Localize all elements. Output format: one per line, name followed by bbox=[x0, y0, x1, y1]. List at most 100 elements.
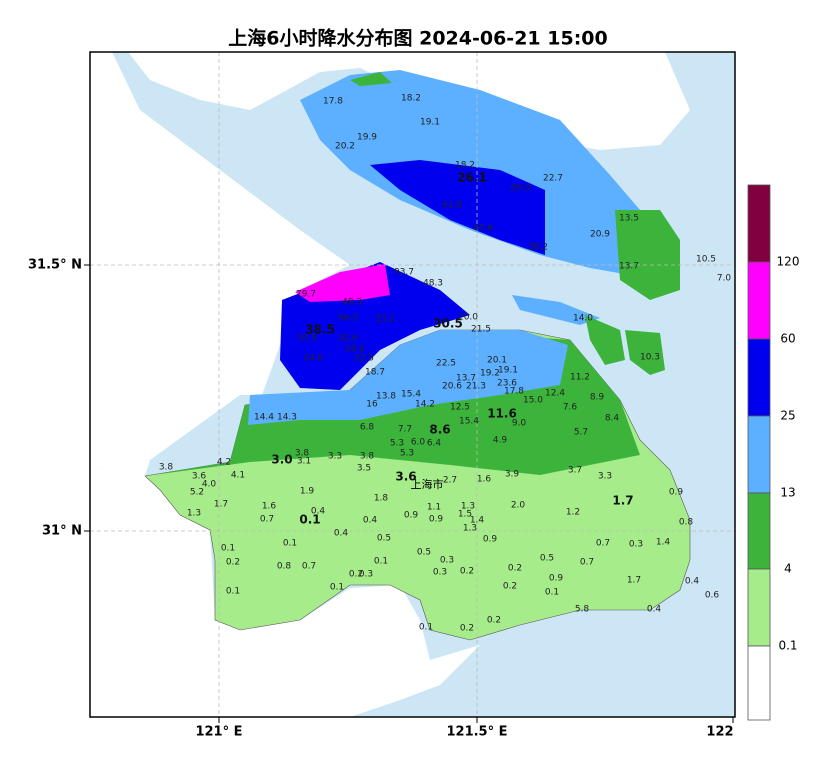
lon-label: 121.5° E bbox=[446, 725, 507, 740]
station-value: 18.2 bbox=[455, 161, 475, 171]
station-value: 10.3 bbox=[640, 353, 660, 363]
station-value: 5.3 bbox=[400, 449, 414, 459]
station-value: 1.7 bbox=[627, 576, 641, 586]
station-value: 3.3 bbox=[328, 452, 342, 462]
station-value: 11.2 bbox=[570, 373, 590, 383]
station-value: 1.3 bbox=[463, 524, 477, 534]
south-land bbox=[90, 460, 480, 717]
station-value: 14.4 bbox=[254, 413, 274, 423]
station-value: 23.6 bbox=[497, 379, 517, 389]
station-value: 29.0 bbox=[345, 345, 365, 355]
station-value: 1.2 bbox=[566, 508, 580, 518]
lon-label: 121° E bbox=[195, 725, 242, 740]
station-value: 2.0 bbox=[511, 501, 526, 511]
station-value: 10.5 bbox=[696, 255, 716, 265]
chongming-4-13 bbox=[350, 72, 392, 86]
station-value: 0.5 bbox=[377, 534, 391, 544]
station-value: 0.9 bbox=[483, 535, 498, 545]
station-value: 20.0 bbox=[458, 313, 478, 323]
station-value: 0.1 bbox=[226, 587, 240, 597]
hengsha-island bbox=[585, 315, 625, 365]
station-value: 7.0 bbox=[717, 274, 732, 284]
station-value: 3.6 bbox=[395, 470, 416, 484]
station-value: 47.6 bbox=[473, 224, 493, 234]
station-value: 1.6 bbox=[477, 475, 492, 485]
chongming-east-4-13 bbox=[615, 210, 680, 300]
chongming-25-60 bbox=[370, 160, 545, 255]
station-value: 19.1 bbox=[498, 366, 518, 376]
ticks bbox=[84, 264, 734, 723]
west-land bbox=[90, 52, 350, 470]
station-value: 41.8 bbox=[442, 201, 462, 211]
station-value: 38.5 bbox=[305, 323, 335, 337]
station-value: 3.8 bbox=[159, 463, 174, 473]
station-value: 3.9 bbox=[505, 470, 520, 480]
station-value: 0.1 bbox=[330, 583, 344, 593]
station-value: 30.5 bbox=[297, 334, 317, 344]
colorbar bbox=[747, 184, 771, 721]
station-value: 0.7 bbox=[302, 562, 316, 572]
station-value: 0.4 bbox=[363, 516, 378, 526]
station-value: 22.5 bbox=[354, 354, 374, 364]
station-value: 1.7 bbox=[612, 494, 633, 508]
station-value: 0.7 bbox=[580, 558, 594, 568]
lon-label: 122 bbox=[706, 725, 733, 740]
station-value: 32.6 bbox=[338, 334, 358, 344]
station-value: 0.1 bbox=[419, 623, 433, 633]
station-value: 20.2 bbox=[335, 142, 355, 152]
station-value: 0.4 bbox=[685, 577, 700, 587]
station-value: 4.9 bbox=[493, 436, 508, 446]
east-island bbox=[625, 330, 665, 375]
station-value: 29.3 bbox=[510, 184, 530, 194]
station-value: 1.9 bbox=[300, 487, 315, 497]
station-value: 0.4 bbox=[311, 507, 326, 517]
station-value: 4.2 bbox=[217, 458, 231, 468]
station-value: 13.7 bbox=[619, 262, 639, 272]
station-value: 4.0 bbox=[202, 480, 217, 490]
station-value: 7.7 bbox=[398, 425, 412, 435]
station-value: 12.4 bbox=[545, 389, 565, 399]
station-value: 0.5 bbox=[417, 548, 431, 558]
station-value: 0.6 bbox=[705, 591, 720, 601]
station-value: 18.7 bbox=[365, 368, 385, 378]
station-value: 22.7 bbox=[543, 174, 563, 184]
station-value: 11.6 bbox=[487, 407, 517, 421]
station-value: 2.7 bbox=[443, 476, 457, 486]
station-value: 14.3 bbox=[277, 413, 297, 423]
station-value: 3.6 bbox=[192, 472, 207, 482]
station-value: 17.8 bbox=[323, 97, 343, 107]
station-value: 0.2 bbox=[508, 564, 522, 574]
station-value: 48.3 bbox=[342, 298, 362, 308]
station-value: 0.3 bbox=[629, 540, 643, 550]
station-value: 24.6 bbox=[303, 354, 323, 364]
station-value: 48.3 bbox=[423, 279, 443, 289]
station-value: 0.5 bbox=[540, 554, 554, 564]
station-value: 30.5 bbox=[433, 317, 463, 331]
station-value: 0.2 bbox=[503, 582, 517, 592]
station-value: 93.7 bbox=[394, 268, 414, 278]
station-value: 17.8 bbox=[504, 387, 524, 397]
lat-label: 31.5° N bbox=[28, 258, 82, 273]
colorbar-label: 25 bbox=[780, 409, 795, 423]
station-value: 38.2 bbox=[528, 243, 548, 253]
station-value: 5.3 bbox=[390, 439, 404, 449]
station-value: 0.9 bbox=[549, 574, 564, 584]
station-value: 6.8 bbox=[360, 423, 375, 433]
station-value: 0.3 bbox=[433, 568, 447, 578]
colorbar-label: 0.1 bbox=[778, 639, 797, 653]
station-value: 0.1 bbox=[221, 544, 235, 554]
station-value: 20.1 bbox=[487, 356, 507, 366]
station-value: 0.1 bbox=[283, 539, 297, 549]
station-value: 33.2 bbox=[375, 315, 395, 325]
station-value: 0.8 bbox=[277, 562, 292, 572]
station-value: 0.2 bbox=[349, 570, 363, 580]
station-value: 3.5 bbox=[357, 464, 371, 474]
station-value: 13.5 bbox=[619, 214, 639, 224]
station-value: 1.4 bbox=[470, 516, 485, 526]
station-value: 3.3 bbox=[598, 472, 612, 482]
station-value: 0.7 bbox=[260, 515, 274, 525]
city-label: 上海市 bbox=[411, 477, 444, 491]
station-value: 1.3 bbox=[187, 509, 201, 519]
station-value: 8.9 bbox=[590, 393, 605, 403]
